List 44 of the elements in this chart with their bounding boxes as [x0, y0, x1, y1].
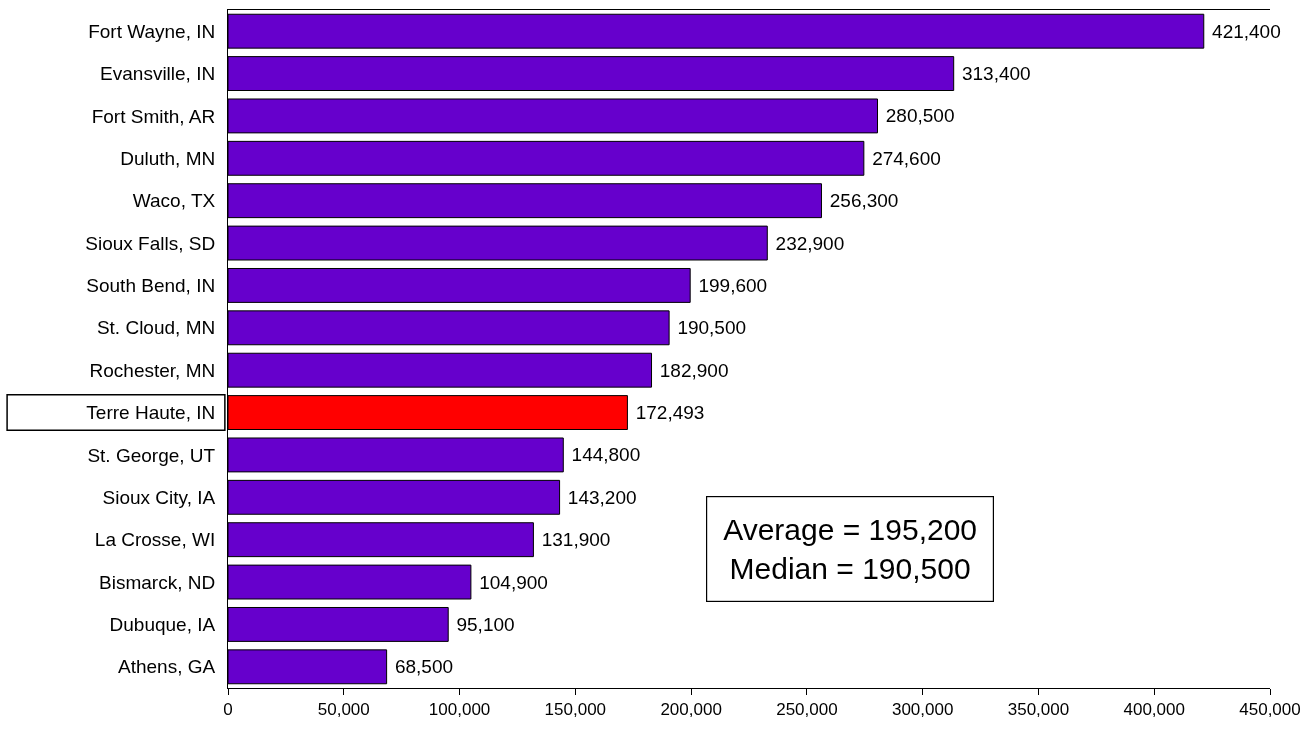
y-tick-label: South Bend, IN	[86, 275, 216, 297]
x-tick-label: 200,000	[660, 700, 722, 720]
data-label: 190,500	[672, 317, 747, 339]
annotation: Average = 195,200	[723, 513, 978, 547]
y-tick-label: Rochester, MN	[89, 359, 216, 381]
y-tick-label: Bismarck, ND	[99, 571, 216, 593]
x-tick-label: 400,000	[1123, 700, 1185, 720]
y-tick-label: Sioux City, IA	[102, 486, 216, 508]
y-tick-label: Sioux Falls, SD	[85, 232, 216, 254]
data-label: 199,600	[693, 274, 768, 296]
data-label: 313,400	[956, 63, 1031, 85]
data-label: 421,400	[1206, 20, 1281, 42]
data-label: 182,900	[654, 359, 729, 381]
data-label: 280,500	[880, 105, 955, 127]
x-tick-label: 250,000	[776, 700, 838, 720]
x-tick-label: 0	[223, 700, 233, 720]
x-tick-label: 150,000	[544, 700, 607, 720]
data-label: 144,800	[566, 444, 641, 466]
y-tick-label: La Crosse, WI	[94, 529, 216, 551]
data-label: 131,900	[536, 529, 611, 551]
annotation: Median = 190,500	[729, 552, 971, 586]
y-tick-label: Athens, GA	[118, 656, 216, 678]
y-tick-label: St. George, UT	[87, 444, 216, 466]
data-label: 232,900	[770, 232, 845, 254]
y-tick-label: Fort Smith, AR	[91, 105, 216, 127]
data-label: 95,100	[451, 613, 515, 635]
y-tick-label: Terre Haute, IN	[86, 402, 216, 424]
data-label: 274,600	[866, 147, 941, 169]
y-tick-label: Dubuque, IA	[109, 614, 216, 636]
y-tick-label: Duluth, MN	[120, 147, 216, 169]
x-tick-label: 100,000	[428, 700, 491, 720]
x-tick-label: 450,000	[1239, 700, 1301, 720]
data-label: 256,300	[824, 190, 899, 212]
x-tick-label: 300,000	[891, 700, 954, 720]
y-tick-label: Evansville, IN	[100, 63, 216, 85]
y-tick-label: Fort Wayne, IN	[88, 20, 216, 42]
data-label: 143,200	[562, 486, 637, 508]
x-tick-label: 50,000	[317, 700, 370, 720]
y-tick-label: Waco, TX	[132, 190, 216, 212]
data-label: 172,493	[630, 402, 705, 424]
data-label: 68,500	[389, 656, 454, 678]
x-tick-label: 350,000	[1007, 700, 1070, 720]
y-tick-label: St. Cloud, MN	[96, 317, 216, 339]
data-label: 104,900	[473, 571, 548, 593]
